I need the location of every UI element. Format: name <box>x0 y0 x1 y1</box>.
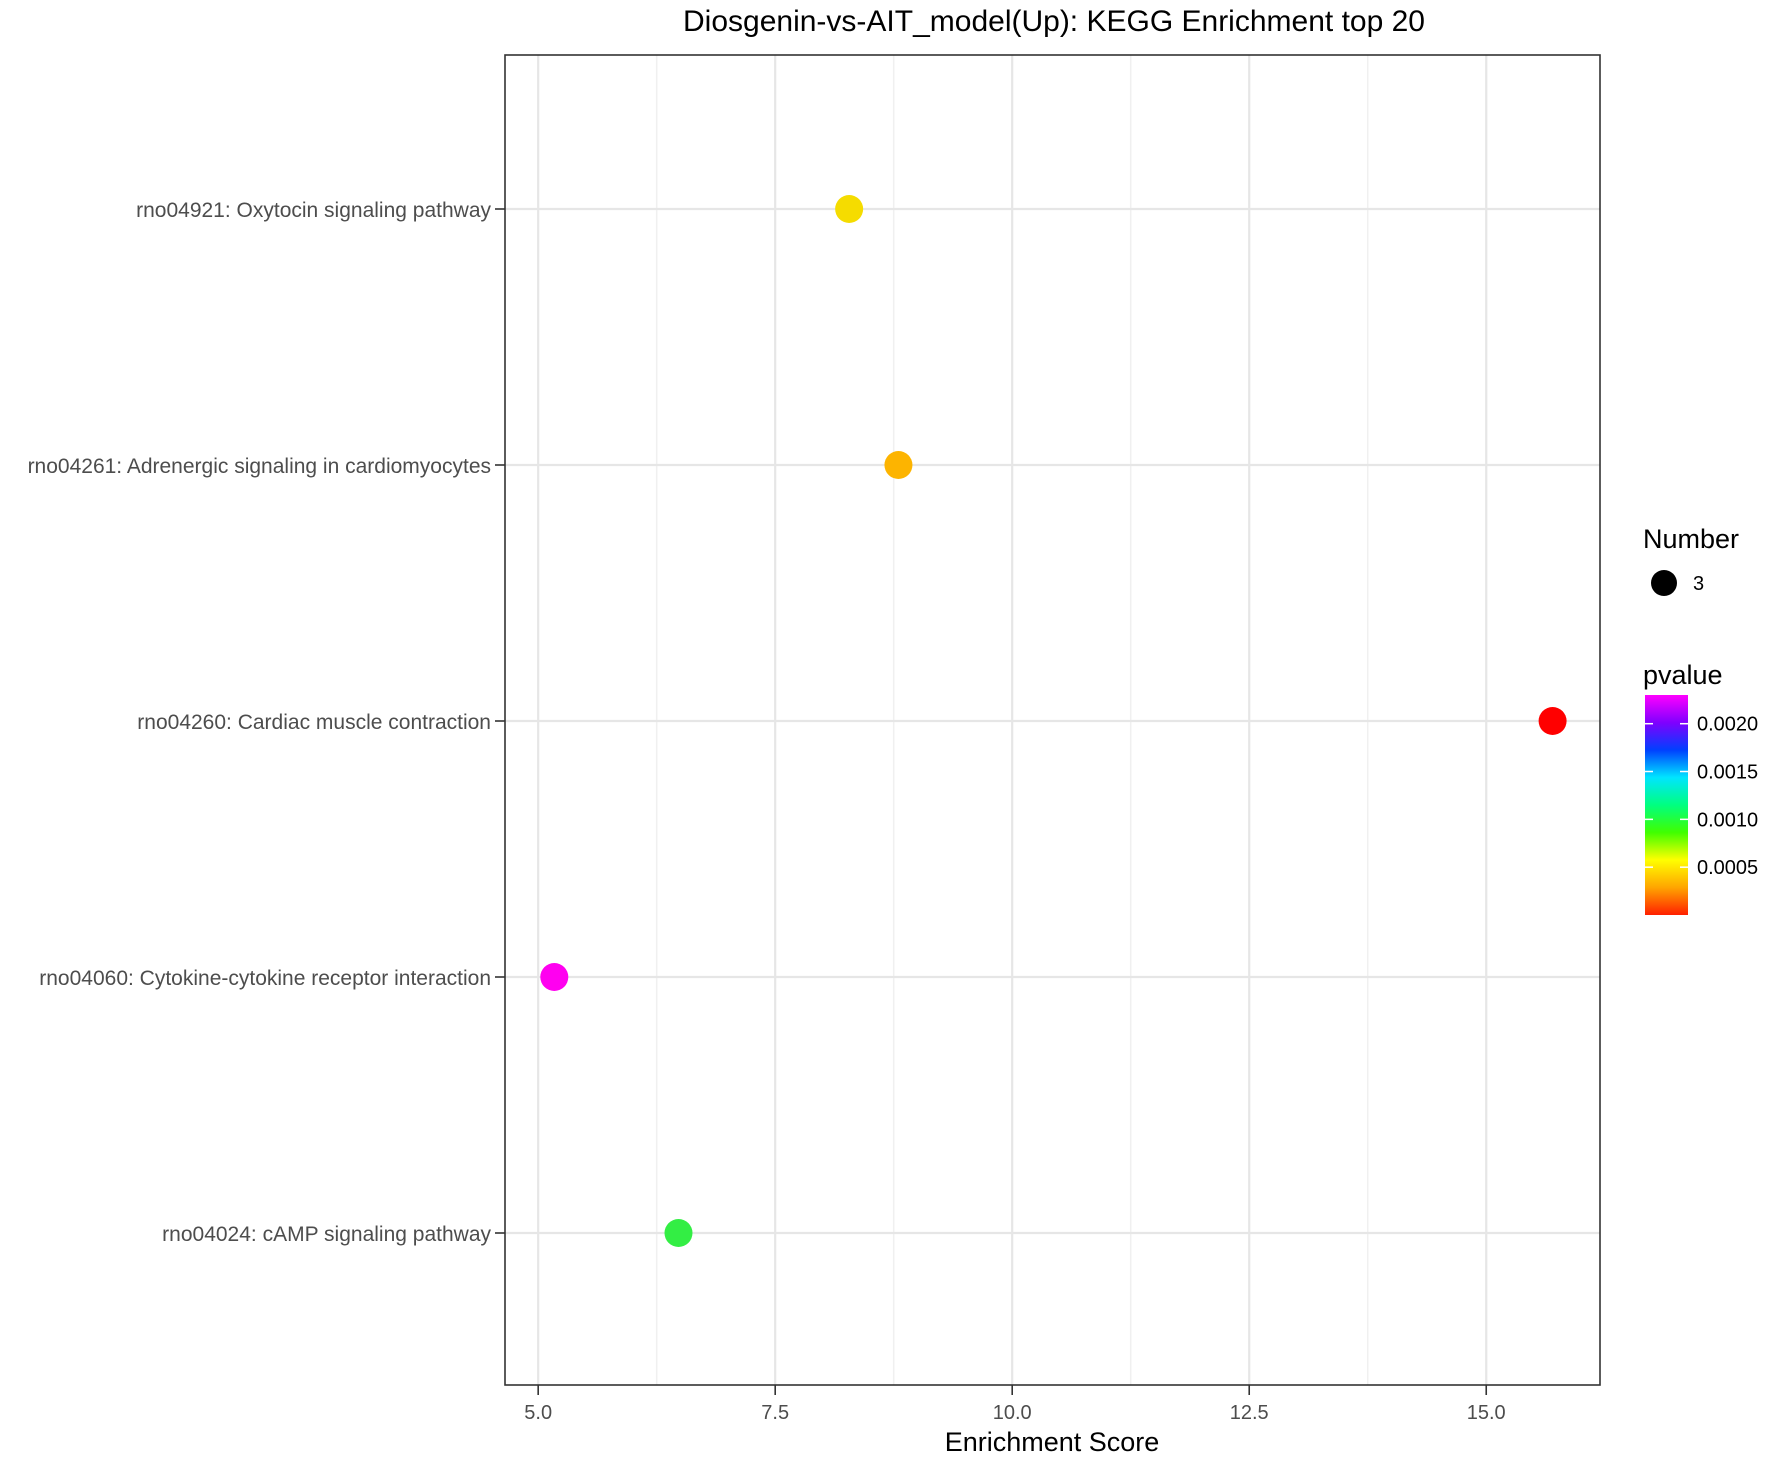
x-axis: 5.0 7.5 10.0 12.5 15.0 <box>524 1385 1506 1424</box>
data-points <box>540 195 1567 1247</box>
colorbar-tick-label: 0.0005 <box>1697 857 1758 879</box>
x-tick-label: 7.5 <box>761 1402 789 1424</box>
data-point <box>664 1219 693 1247</box>
colorbar-tick-label: 0.0015 <box>1697 762 1758 784</box>
legend-number: Number 3 <box>1643 524 1739 596</box>
data-point <box>835 195 864 223</box>
y-tick-label: rno04060: Cytokine-cytokine receptor int… <box>39 967 491 990</box>
pvalue-colorbar <box>1645 695 1688 915</box>
data-point <box>540 963 569 991</box>
legend-pvalue-title: pvalue <box>1643 660 1723 690</box>
y-tick-label: rno04261: Adrenergic signaling in cardio… <box>28 455 491 478</box>
y-tick-label: rno04921: Oxytocin signaling pathway <box>136 199 491 222</box>
legend-number-title: Number <box>1643 524 1739 554</box>
major-gridlines <box>505 55 1600 1385</box>
x-tick-label: 15.0 <box>1467 1402 1506 1424</box>
y-tick-label: rno04260: Cardiac muscle contraction <box>137 711 491 734</box>
data-point <box>1538 707 1567 735</box>
colorbar-tick-label: 0.0020 <box>1697 714 1758 736</box>
x-axis-label: Enrichment Score <box>945 1427 1160 1457</box>
data-point <box>884 451 913 479</box>
plot-panel <box>504 54 1601 1386</box>
x-tick-label: 10.0 <box>993 1402 1032 1424</box>
colorbar-tick-label: 0.0010 <box>1697 809 1758 831</box>
y-axis: rno04921: Oxytocin signaling pathway rno0… <box>28 199 505 1246</box>
x-tick-label: 5.0 <box>524 1402 552 1424</box>
chart-title: Diosgenin-vs-AIT_model(Up): KEGG Enrichm… <box>683 5 1425 38</box>
y-tick-label: rno04024: cAMP signaling pathway <box>162 1223 491 1246</box>
plot-border <box>504 54 1601 1386</box>
legend-number-label: 3 <box>1693 573 1704 595</box>
legend-number-key <box>1651 570 1677 596</box>
legend-pvalue: pvalue 0.0020 0.0015 0.0010 0.0005 <box>1643 660 1758 915</box>
x-tick-label: 12.5 <box>1230 1402 1269 1424</box>
